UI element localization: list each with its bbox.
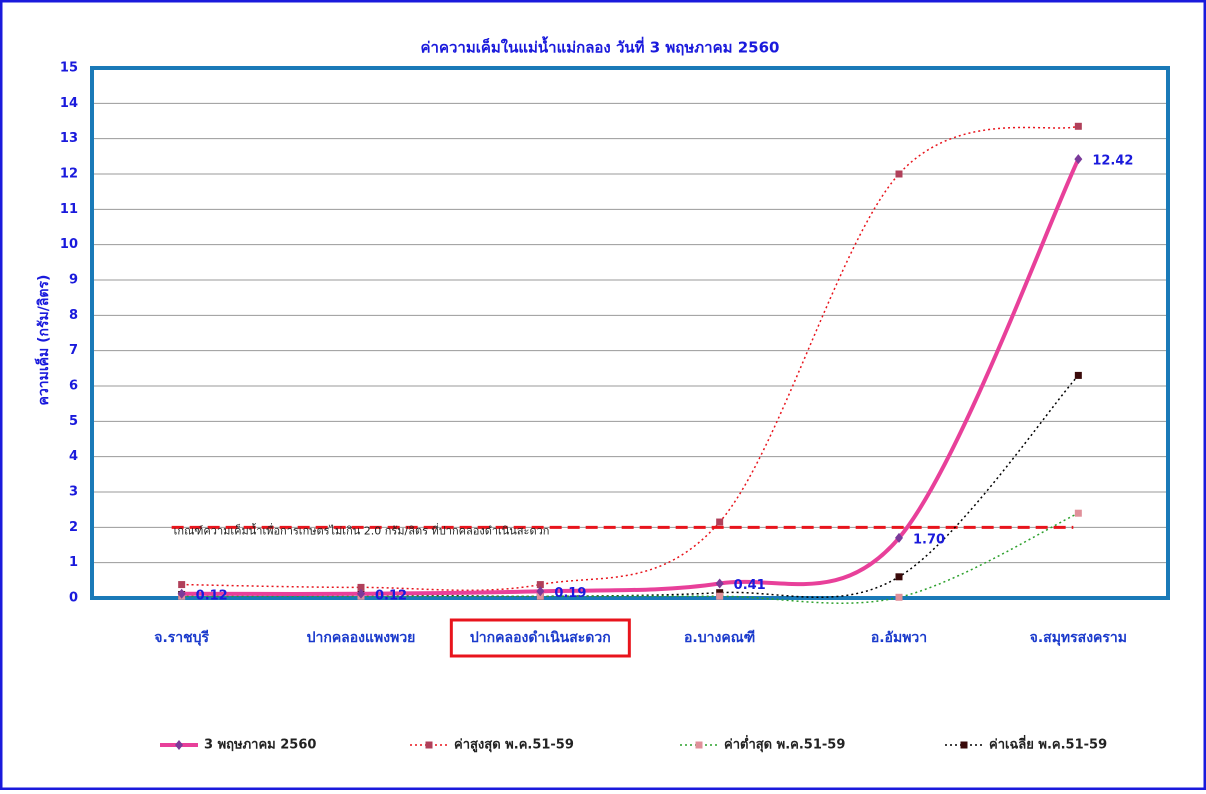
data-label: 0.41	[734, 578, 766, 593]
data-label: 1.70	[913, 532, 945, 547]
series-line	[181, 125, 1079, 592]
y-tick-label: 15	[60, 61, 78, 76]
legend-marker	[960, 741, 968, 749]
marker	[536, 581, 544, 589]
legend-marker	[695, 741, 703, 749]
y-tick-label: 14	[60, 96, 78, 111]
marker	[716, 589, 724, 597]
legend-label: ค่าต่ำสุด พ.ค.51-59	[724, 735, 845, 753]
y-tick-label: 9	[69, 273, 78, 288]
y-tick-label: 2	[69, 520, 78, 535]
chart-title: ค่าความเค็มในแม่น้ำแม่กลอง วันที่ 3 พฤษภ…	[421, 36, 780, 57]
legend-label: 3 พฤษภาคม 2560	[204, 738, 316, 753]
marker	[716, 518, 724, 526]
series-line	[181, 158, 1081, 596]
y-tick-label: 1	[69, 555, 78, 570]
data-label: 12.42	[1092, 154, 1133, 169]
legend-marker	[175, 740, 183, 750]
x-tick-label: ปากคลองแพงพวย	[307, 630, 416, 646]
y-tick-label: 0	[69, 591, 78, 606]
x-tick-label: อ.บางคณฑี	[684, 630, 755, 646]
y-tick-label: 10	[60, 237, 78, 252]
x-tick-label: ปากคลองดำเนินสะดวก	[470, 630, 611, 646]
marker	[1074, 154, 1083, 165]
x-tick-label: จ.สมุทรสงคราม	[1030, 630, 1127, 646]
x-tick-label: จ.ราชบุรี	[154, 630, 209, 646]
legend-label: ค่าเฉลี่ย พ.ค.51-59	[989, 735, 1107, 753]
data-label: 0.19	[554, 586, 586, 601]
data-label: 0.12	[196, 588, 228, 603]
marker	[178, 581, 186, 589]
y-tick-label: 3	[69, 485, 78, 500]
threshold-label: เกณฑ์ความเค็มน้ำเพื่อการเกษตรไม่เกิน 2.0…	[174, 522, 550, 537]
y-tick-label: 5	[69, 414, 78, 429]
marker	[895, 532, 903, 543]
legend-marker	[425, 741, 433, 749]
y-tick-label: 13	[60, 131, 78, 146]
plot-border	[90, 66, 1170, 600]
y-tick-label: 4	[69, 449, 78, 464]
marker	[895, 573, 903, 581]
data-label: 0.12	[375, 588, 407, 603]
marker	[357, 583, 365, 591]
y-tick-label: 7	[69, 343, 78, 358]
marker	[357, 588, 365, 599]
y-tick-label: 12	[60, 167, 78, 182]
marker	[177, 588, 186, 599]
series-line	[181, 374, 1079, 598]
marker	[1074, 371, 1082, 379]
marker	[716, 592, 724, 600]
marker	[715, 578, 724, 589]
marker	[895, 170, 903, 178]
x-tick-label: อ.อัมพวา	[871, 630, 927, 646]
series-line	[181, 512, 1079, 604]
y-tick-label: 11	[60, 202, 78, 217]
highlight-box	[449, 618, 631, 658]
y-tick-label: 6	[69, 379, 78, 394]
marker	[536, 586, 545, 597]
marker	[895, 593, 903, 601]
marker	[1074, 122, 1082, 130]
legend-label: ค่าสูงสุด พ.ค.51-59	[454, 738, 574, 753]
y-axis-label: ความเค็ม (กรัม/ลิตร)	[34, 275, 52, 406]
marker	[1074, 509, 1082, 517]
y-tick-label: 8	[69, 308, 78, 323]
